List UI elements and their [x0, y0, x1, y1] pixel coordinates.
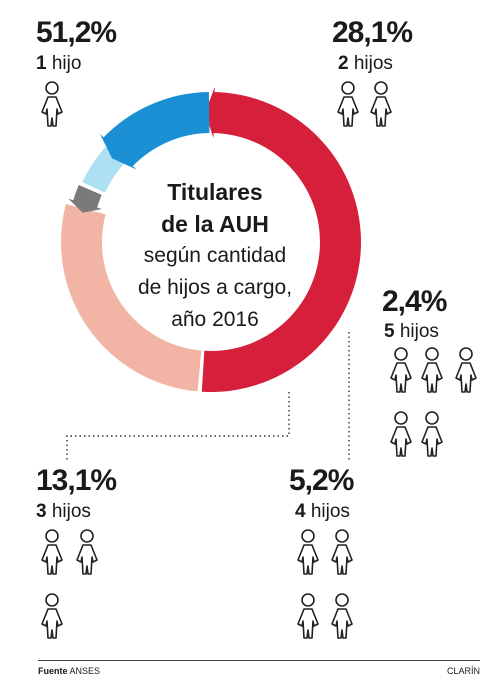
child-figure-icon: [421, 411, 443, 457]
child-figure-icon: [76, 529, 98, 575]
data-label-4-hijos: 5,2%: [289, 464, 354, 497]
category-label-2-hijos: 2 hijos: [338, 54, 393, 73]
category-count: 3: [36, 501, 47, 522]
leader-lines: [66, 332, 350, 462]
category-count: 2: [338, 53, 349, 74]
category-unit: hijos: [399, 321, 439, 342]
leader-line-3-hijos: [66, 392, 290, 460]
child-figure-icon: [41, 529, 63, 575]
icon-groups: [41, 81, 477, 639]
child-figure-icon: [297, 529, 319, 575]
data-label-2-hijos: 28,1%: [332, 16, 413, 49]
footer-divider: [38, 660, 480, 661]
slice-pointer: [68, 198, 102, 213]
category-label-4-hijos: 4 hijos: [295, 502, 350, 521]
chart-title-line-1: Titulares: [167, 179, 263, 205]
data-label-1-hijo: 51,2%: [36, 16, 117, 49]
category-label-3-hijos: 3 hijos: [36, 502, 91, 521]
source-value: ANSES: [69, 666, 101, 676]
child-figure-icon: [421, 347, 443, 393]
slice-pointer: [99, 133, 137, 170]
data-label-5-hijos: 2,4%: [382, 285, 447, 318]
child-figure-icon: [370, 81, 392, 127]
chart-subtitle-line-2: de hijos a cargo,: [137, 276, 293, 299]
child-figure-icon: [455, 347, 477, 393]
child-figure-icon: [390, 347, 412, 393]
donut-slices: [61, 87, 362, 392]
child-figure-icon: [331, 593, 353, 639]
child-figure-icon: [297, 593, 319, 639]
category-unit: hijos: [310, 501, 350, 522]
source-label: Fuente: [38, 666, 68, 676]
slice-3-hijos: [102, 92, 210, 167]
chart-subtitle-line-1: según cantidad: [143, 244, 287, 267]
child-figure-icon: [331, 529, 353, 575]
chart-title-line-2: de la AUH: [161, 211, 269, 237]
chart-subtitle-line-3: año 2016: [171, 308, 259, 331]
data-label-3-hijos: 13,1%: [36, 464, 117, 497]
child-figure-icon: [337, 81, 359, 127]
category-count: 4: [295, 501, 306, 522]
category-label-5-hijos: 5 hijos: [384, 322, 439, 341]
category-unit: hijos: [353, 53, 393, 74]
slice-pointer: [205, 87, 215, 139]
category-count: 5: [384, 321, 395, 342]
child-figure-icon: [41, 593, 63, 639]
chart-title-block: Titulares de la AUH según cantidad de hi…: [110, 176, 320, 336]
child-figure-icon: [41, 81, 63, 127]
category-label-1-hijo: 1 hijo: [36, 54, 81, 73]
source-note: Fuente ANSES: [38, 665, 100, 677]
category-unit: hijo: [51, 53, 82, 74]
slice-1-hijo: [201, 92, 362, 392]
category-count: 1: [36, 53, 47, 74]
child-figure-icon: [390, 411, 412, 457]
slice-2-hijos: [61, 203, 202, 392]
category-unit: hijos: [51, 501, 91, 522]
brand-label: CLARÍN: [446, 666, 480, 676]
